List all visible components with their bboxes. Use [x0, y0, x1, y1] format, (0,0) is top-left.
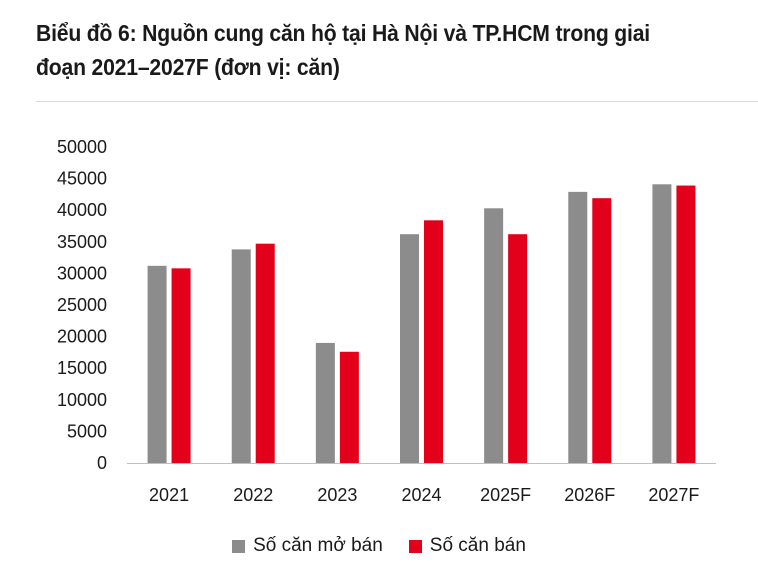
bar-so-can-mo-ban-2021: [147, 265, 167, 463]
bar-so-can-mo-ban-2026F: [568, 191, 588, 463]
y-tick-label: 45000: [57, 169, 107, 189]
bar-so-can-ban-2027F: [676, 185, 696, 463]
x-tick-label: 2027F: [648, 485, 699, 505]
title-divider: [36, 101, 758, 102]
y-tick-label: 5000: [67, 421, 107, 441]
legend-swatch-series-1: [232, 539, 246, 553]
legend-label-series-2: Số căn bán: [429, 535, 526, 556]
bar-so-can-mo-ban-2025F: [484, 208, 504, 463]
chart-title: Biểu đồ 6: Nguồn cung căn hộ tại Hà Nội …: [36, 20, 650, 80]
bar-so-can-ban-2023: [339, 351, 359, 463]
x-tick-label: 2023: [317, 485, 357, 505]
bar-so-can-mo-ban-2023: [315, 342, 335, 463]
y-tick-label: 25000: [57, 295, 107, 315]
bar-so-can-ban-2025F: [508, 234, 528, 463]
y-tick-label: 40000: [57, 200, 107, 220]
y-tick-label: 20000: [57, 327, 107, 347]
x-tick-label: 2026F: [564, 485, 615, 505]
y-tick-label: 0: [97, 453, 107, 473]
legend-label-series-1: Số căn mở bán: [253, 535, 383, 556]
y-tick-label: 30000: [57, 263, 107, 283]
bar-so-can-ban-2026F: [592, 198, 612, 463]
x-tick-label: 2024: [401, 485, 441, 505]
x-tick-label: 2021: [149, 485, 189, 505]
legend: Số căn mở bán Số căn bán: [0, 532, 758, 560]
bar-so-can-mo-ban-2027F: [652, 184, 672, 463]
bar-so-can-ban-2024: [424, 220, 443, 463]
bar-chart: 0 5000 10000 15000 20000 25000 30000 35000 40000…: [57, 137, 716, 505]
y-tick-label: 50000: [57, 137, 107, 157]
legend-swatch-series-2: [408, 539, 422, 553]
bar-so-can-mo-ban-2024: [400, 234, 419, 463]
legend-item-series-2: Số căn bán: [408, 535, 526, 557]
x-tick-label: 2025F: [480, 485, 531, 505]
x-tick-label: 2022: [233, 485, 273, 505]
y-tick-label: 15000: [57, 358, 107, 378]
bar-so-can-ban-2022: [255, 243, 275, 463]
y-tick-label: 35000: [57, 232, 107, 252]
bar-so-can-mo-ban-2022: [231, 249, 251, 463]
legend-item-series-1: Số căn mở bán: [232, 535, 383, 557]
y-tick-label: 10000: [57, 390, 107, 410]
bar-so-can-ban-2021: [171, 268, 191, 463]
